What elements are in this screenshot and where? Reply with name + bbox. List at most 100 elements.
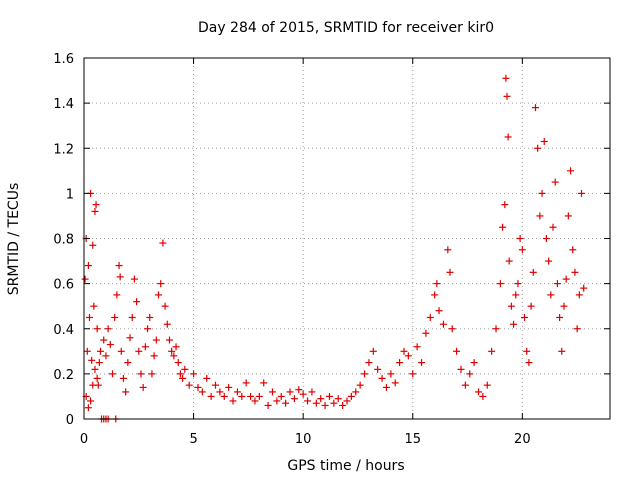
data-point — [176, 370, 184, 378]
data-point — [286, 388, 294, 396]
y-tick-label: 0 — [66, 413, 74, 428]
data-point — [163, 320, 171, 328]
x-tick-label: 5 — [189, 432, 197, 447]
data-point — [95, 359, 103, 367]
x-tick-label: 10 — [295, 432, 312, 447]
data-point — [83, 347, 91, 355]
data-point — [190, 370, 198, 378]
data-point — [352, 388, 360, 396]
data-point — [560, 302, 568, 310]
y-tick-label: 1.6 — [53, 52, 74, 67]
data-point — [503, 92, 511, 100]
data-point — [378, 374, 386, 382]
y-tick-label: 1.4 — [53, 97, 74, 112]
data-point — [264, 401, 272, 409]
y-tick-label: 0.2 — [53, 368, 74, 383]
data-point — [216, 388, 224, 396]
data-point — [514, 280, 522, 288]
data-point — [330, 399, 338, 407]
data-point — [525, 359, 533, 367]
data-point — [562, 275, 570, 283]
data-point — [575, 291, 583, 299]
data-point — [343, 397, 351, 405]
data-point — [85, 313, 93, 321]
data-point — [374, 365, 382, 373]
data-point — [382, 383, 390, 391]
data-point — [179, 374, 187, 382]
data-point — [91, 365, 99, 373]
data-point — [551, 178, 559, 186]
data-point — [157, 280, 165, 288]
data-point — [133, 298, 141, 306]
data-point — [439, 320, 447, 328]
data-point — [312, 399, 320, 407]
data-point — [356, 381, 364, 389]
data-point — [466, 370, 474, 378]
ticks: 0 0.2 0.4 0.6 0.8 1 1.2 1.4 1.6 0 5 10 15 20 — [53, 52, 610, 447]
data-point — [255, 392, 263, 400]
data-point — [538, 189, 546, 197]
data-point — [547, 291, 555, 299]
data-point — [567, 167, 575, 175]
x-tick-label: 20 — [514, 432, 531, 447]
y-tick-label: 0.8 — [53, 233, 74, 248]
data-point — [512, 291, 520, 299]
data-point — [229, 397, 237, 405]
data-point — [93, 325, 101, 333]
data-point — [431, 291, 439, 299]
data-point — [290, 395, 298, 403]
data-point — [334, 395, 342, 403]
data-point — [96, 347, 104, 355]
data-point — [233, 388, 241, 396]
data-point — [422, 329, 430, 337]
data-point — [531, 104, 539, 112]
data-point — [152, 336, 160, 344]
data-point — [111, 313, 119, 321]
data-point — [92, 201, 100, 209]
data-point — [457, 365, 465, 373]
data-point — [502, 74, 510, 82]
data-point — [150, 352, 158, 360]
data-point — [418, 359, 426, 367]
y-tick-label: 1 — [66, 187, 74, 202]
data-point — [499, 223, 507, 231]
data-point — [89, 381, 97, 389]
data-point — [137, 370, 145, 378]
data-point — [81, 275, 89, 283]
data-point — [88, 356, 96, 364]
data-point — [339, 401, 347, 409]
data-point — [571, 268, 579, 276]
data-point — [198, 388, 206, 396]
data-point — [144, 325, 152, 333]
data-point — [510, 320, 518, 328]
y-tick-label: 0.6 — [53, 278, 74, 293]
data-point — [308, 388, 316, 396]
data-point — [553, 280, 561, 288]
data-point — [325, 392, 333, 400]
data-point — [203, 374, 211, 382]
data-point — [448, 325, 456, 333]
data-point — [117, 347, 125, 355]
data-point — [542, 235, 550, 242]
plot-frame — [83, 57, 611, 420]
data-point — [426, 313, 434, 321]
data-point — [155, 291, 163, 299]
data-point — [115, 262, 123, 270]
data-point — [141, 343, 149, 351]
data-point — [409, 370, 417, 378]
data-point — [194, 383, 202, 391]
data-point — [181, 365, 189, 373]
data-point — [91, 207, 99, 215]
data-point — [396, 359, 404, 367]
y-axis-label: SRMTID / TECUs — [6, 183, 22, 296]
data-point — [400, 347, 408, 355]
data-point — [387, 370, 395, 378]
data-point — [106, 341, 114, 349]
data-point — [413, 343, 421, 351]
data-point — [170, 352, 178, 360]
data-point — [518, 246, 526, 254]
data-point — [116, 273, 124, 281]
data-point — [139, 383, 147, 391]
data-point — [93, 374, 101, 382]
data-point — [238, 392, 246, 400]
